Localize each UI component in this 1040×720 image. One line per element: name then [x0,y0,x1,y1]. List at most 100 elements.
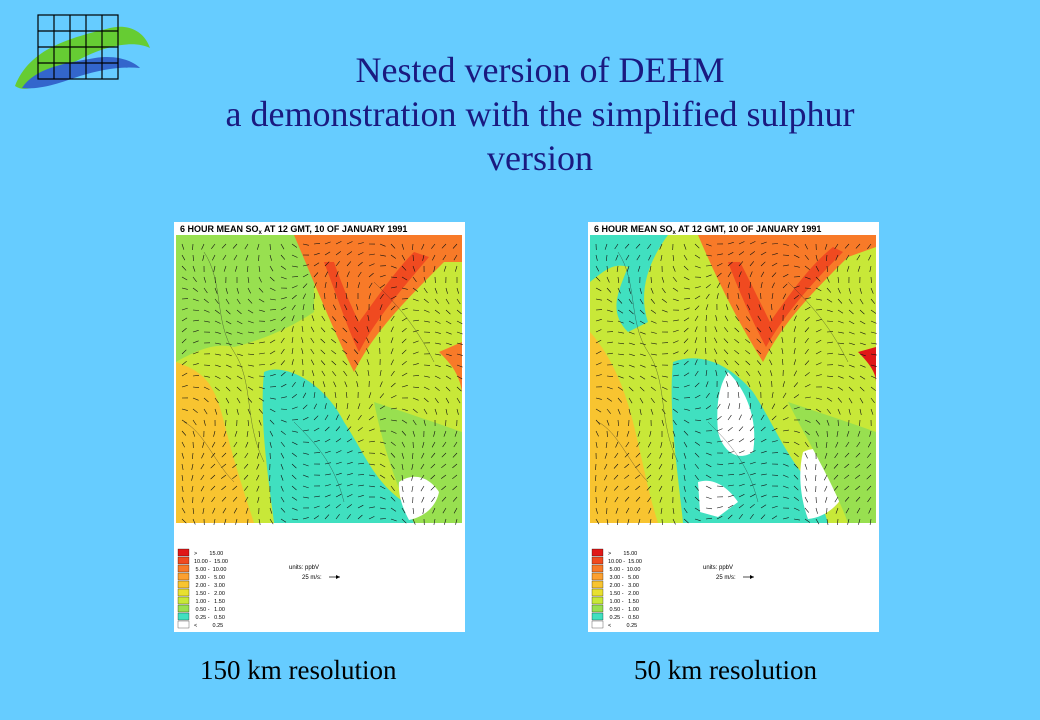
wind-vector [324,403,327,410]
wind-vector [346,241,353,245]
wind-vector [714,326,718,333]
wind-vector [280,396,287,399]
wind-vector [353,338,359,344]
wind-vector [356,381,359,388]
wind-vector [606,397,613,402]
wind-vector [639,320,646,325]
wind-vector [214,386,220,392]
wind-vector [445,419,447,427]
wind-vector [401,254,406,261]
wind-vector [221,485,227,491]
wind-vector [672,408,678,413]
wind-vector [324,282,327,289]
wind-vector [201,243,205,250]
legend-label: 0.25 - 0.50 [608,615,639,621]
wind-vector [793,441,800,446]
wind-vector [716,253,723,256]
wind-vector [433,518,436,525]
wind-vector [782,264,789,267]
wind-vector [223,265,227,272]
wind-vector [804,306,811,311]
wind-vector [870,331,877,334]
wind-vector [321,370,326,377]
wind-vector [269,265,274,272]
wind-vector [357,439,364,443]
wind-vector [225,364,232,368]
wind-vector [716,428,723,432]
wind-vector [866,485,872,491]
wind-vector [650,320,657,324]
wind-vector [826,287,832,293]
wind-vector [694,518,701,522]
wind-vector [332,371,337,377]
wind-vector [379,418,386,421]
wind-vector [716,263,723,267]
wind-vector [617,364,624,367]
wind-vector [214,320,221,324]
wind-vector [859,419,861,427]
wind-vector [401,430,407,436]
wind-vector [302,273,309,278]
wind-vector [258,364,266,366]
wind-vector [844,463,850,469]
wind-vector [694,326,698,333]
wind-vector [855,463,861,469]
wind-vector [837,364,844,367]
wind-vector [455,265,458,272]
wind-vector [647,243,652,249]
wind-vector [727,514,733,520]
wind-vector [628,342,635,345]
wind-vector [236,287,239,294]
wind-vector [430,463,436,469]
wind-vector [445,353,452,357]
wind-vector [368,506,375,509]
wind-vector [727,414,732,421]
wind-vector [192,419,197,426]
wind-vector [694,359,698,366]
wind-vector [256,485,260,492]
wind-vector [749,473,756,476]
wind-vector [804,372,810,377]
wind-vector [291,518,298,521]
wind-vector [661,320,668,323]
wind-vector [705,463,712,468]
wind-vector [793,474,799,480]
wind-vector [445,408,448,415]
wind-vector [760,414,765,421]
wind-vector [445,342,452,346]
wind-vector [390,243,396,249]
wind-vector [606,352,613,355]
wind-vector [324,494,331,498]
wind-vector [595,518,600,525]
legend-label: 3.00 - 5.00 [194,575,225,581]
wind-vector [672,441,674,449]
wind-vector [192,298,199,302]
wind-vector [637,430,641,437]
wind-vector [210,485,216,491]
wind-vector [705,274,712,278]
wind-vector [749,426,755,432]
wind-vector [221,496,227,502]
wind-vector [192,351,199,355]
wind-vector [628,320,635,325]
wind-vector [291,254,298,258]
wind-vector [650,397,655,403]
legend-label: 5.00 - 10.00 [194,567,226,573]
wind-vector [683,243,687,250]
wind-vector [837,287,841,294]
wind-vector [324,450,331,454]
wind-vector [727,494,734,498]
wind-vector [683,265,689,271]
wind-vector [595,319,602,322]
wind-vector [313,515,320,520]
wind-vector [771,272,777,278]
wind-vector [835,254,839,261]
wind-vector [724,315,729,322]
wind-vector [280,452,285,459]
wind-vector [232,463,238,469]
wind-vector [368,440,375,443]
wind-vector [615,254,619,261]
wind-vector [856,254,861,261]
wind-vector [291,359,294,366]
wind-vector [683,518,689,524]
